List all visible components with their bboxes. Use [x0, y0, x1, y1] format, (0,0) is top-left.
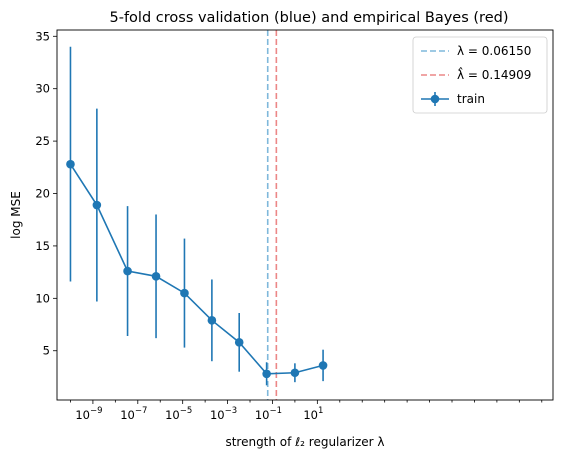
x-tick-label-2: 10−5 — [165, 406, 192, 422]
x-tick-label-4: 10−1 — [255, 406, 282, 422]
data-point-4 — [180, 288, 189, 298]
y-tick-label-4: 25 — [35, 134, 50, 148]
x-axis: 10−9 10−7 10−5 10−3 10−1 101 — [70, 400, 543, 422]
data-point-6 — [234, 338, 244, 347]
x-tick-label-1: 10−7 — [120, 406, 147, 422]
data-point-1 — [92, 200, 102, 210]
y-tick-label-5: 30 — [35, 82, 50, 96]
chart-marks — [66, 30, 328, 400]
legend-label-1: λ̂ = 0.14909 — [457, 66, 531, 82]
y-tick-label-6: 35 — [35, 29, 50, 43]
legend-label-2: train — [457, 92, 485, 106]
x-axis-label: strength of ℓ₂ regularizer λ — [225, 435, 384, 449]
legend-label-0: λ = 0.06150 — [457, 44, 531, 58]
y-axis-label: log MSE — [9, 191, 23, 239]
data-point-8 — [290, 368, 300, 378]
data-point-2 — [123, 266, 132, 276]
y-tick-label-0: 5 — [43, 344, 50, 358]
chart-title: 5-fold cross validation (blue) and empir… — [110, 10, 509, 26]
data-point-5 — [207, 316, 217, 325]
y-tick-label-2: 15 — [35, 239, 50, 253]
data-point-7 — [262, 369, 271, 379]
data-point-9 — [318, 361, 328, 370]
legend: λ = 0.06150 λ̂ = 0.14909 train — [412, 36, 548, 114]
x-tick-label-0: 10−9 — [75, 406, 102, 422]
x-tick-label-5: 101 — [303, 406, 323, 422]
legend-box — [412, 36, 548, 114]
y-tick-label-1: 10 — [35, 291, 50, 305]
data-point-0 — [66, 159, 75, 169]
y-axis: 5 10 15 20 25 30 35 — [35, 29, 57, 358]
y-tick-label-3: 20 — [35, 187, 50, 201]
x-tick-label-3: 10−3 — [210, 406, 237, 422]
legend-marker-2 — [430, 94, 440, 104]
data-point-3 — [151, 272, 161, 281]
plot-frame — [56, 29, 554, 401]
series-line-0 — [69, 163, 324, 375]
